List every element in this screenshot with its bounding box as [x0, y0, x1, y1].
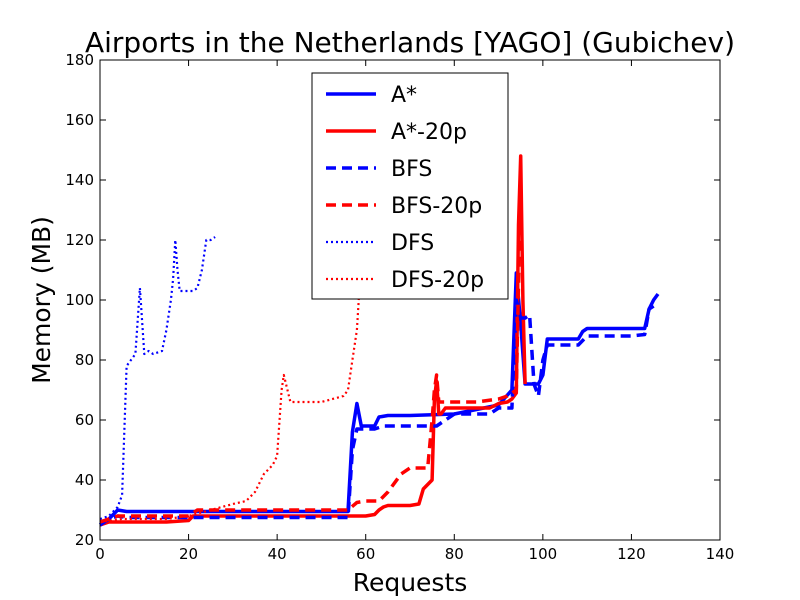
y-tick-label: 160 — [65, 111, 94, 129]
legend-label-5: DFS-20p — [391, 268, 484, 293]
y-tick-label: 100 — [65, 291, 94, 309]
legend-box — [311, 72, 509, 300]
series-line-5 — [99, 293, 361, 524]
x-tick-label: 20 — [179, 545, 198, 563]
y-tick-label: 140 — [65, 171, 94, 189]
tick-layer: 0 20 40 60 80 100 120 1402040608010012014016018… — [65, 51, 734, 563]
y-tick-label: 80 — [75, 351, 94, 369]
y-tick-label: 120 — [65, 231, 94, 249]
x-tick-label: 140 — [706, 545, 735, 563]
x-tick-label: 80 — [445, 545, 464, 563]
legend-label-2: BFS — [391, 157, 432, 182]
x-tick-label: 60 — [356, 545, 375, 563]
legend-label-1: A*-20p — [391, 120, 467, 145]
legend-label-4: DFS — [391, 231, 434, 256]
series-line-3 — [99, 179, 523, 524]
series-line-2 — [99, 298, 655, 527]
legend-label-0: A* — [391, 83, 417, 108]
y-tick-label: 180 — [65, 51, 94, 69]
legend-label-3: BFS-20p — [391, 194, 482, 219]
y-tick-label: 40 — [75, 471, 94, 489]
series-layer — [99, 154, 660, 527]
legend: A* A*-20p BFS BFS-20p DFS DFS-20p — [311, 72, 509, 300]
y-axis-label: Memory (MB) — [27, 216, 56, 384]
y-tick-label: 60 — [75, 411, 94, 429]
series-line-4 — [99, 236, 216, 521]
x-axis-label: Requests — [353, 568, 468, 597]
x-tick-label: 120 — [617, 545, 646, 563]
x-tick-label: 0 — [95, 545, 105, 563]
x-tick-label: 40 — [268, 545, 287, 563]
y-tick-label: 20 — [75, 531, 94, 549]
chart-title: Airports in the Netherlands [YAGO] (Gubi… — [85, 26, 735, 59]
x-tick-label: 100 — [529, 545, 558, 563]
